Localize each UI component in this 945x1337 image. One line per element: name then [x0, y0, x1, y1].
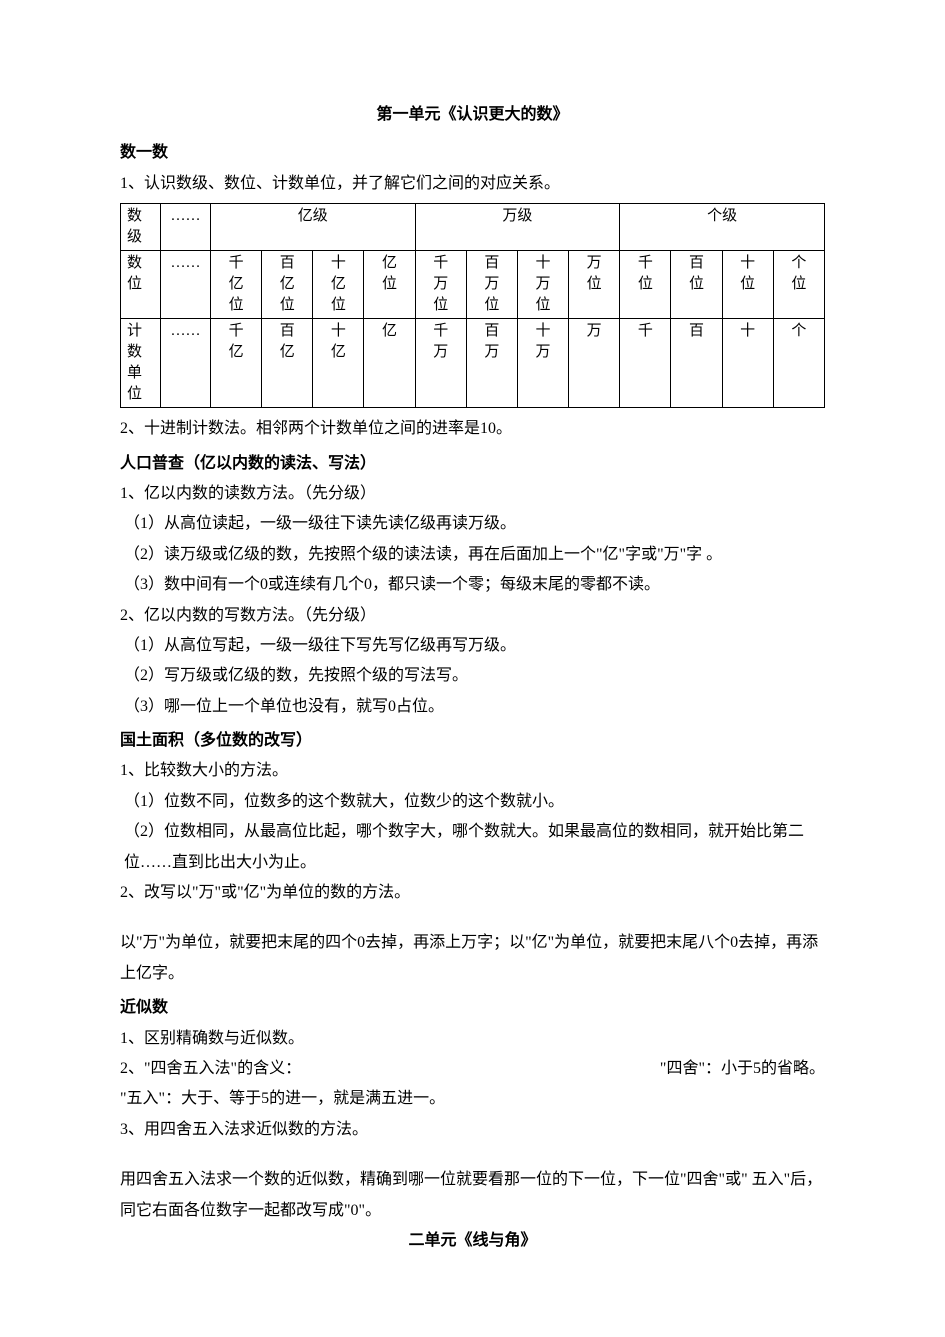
cell-level: 万级	[415, 204, 620, 251]
table-row-level: 数级 …… 亿级 万级 个级	[121, 204, 825, 251]
unit2-title: 二单元《线与角》	[120, 1226, 825, 1256]
cell: 个	[773, 319, 824, 408]
text-line: 用四舍五入法求一个数的近似数，精确到哪一位就要看那一位的下一位，下一位"四舍"或…	[120, 1165, 825, 1226]
cell: 千	[620, 319, 671, 408]
cell: 十	[722, 319, 773, 408]
table-row-position: 数位 …… 千亿位 百亿位 十亿位 亿位 千万位 百万位 十万位 万位 千位 百…	[121, 251, 825, 319]
cell: 百亿位	[262, 251, 313, 319]
text-line: 1、亿以内数的读数方法。（先分级）	[120, 479, 825, 509]
text-line: 2、亿以内数的写数方法。（先分级）	[120, 601, 825, 631]
text-line: 1、比较数大小的方法。	[120, 756, 825, 786]
cell: 十亿	[313, 319, 364, 408]
text-line: （2）读万级或亿级的数，先按照个级的读法读，再在后面加上一个"亿"字或"万"字 …	[120, 540, 825, 570]
text-line: （3）数中间有一个0或连续有几个0，都只读一个零；每级末尾的零都不读。	[120, 570, 825, 600]
section-heading-approx: 近似数	[120, 993, 825, 1023]
text-line: （1）位数不同，位数多的这个数就大，位数少的这个数就小。	[120, 787, 825, 817]
cell: 百位	[671, 251, 722, 319]
cell-ellipsis: ……	[161, 319, 211, 408]
text-span: "四舍"：小于5的省略。	[660, 1054, 825, 1084]
cell: 百	[671, 319, 722, 408]
text-line: （3）哪一位上一个单位也没有，就写0占位。	[120, 692, 825, 722]
cell: 百亿	[262, 319, 313, 408]
cell: 千万	[415, 319, 466, 408]
section-heading-count: 数一数	[120, 138, 825, 168]
cell: 万位	[569, 251, 620, 319]
cell: 百万位	[466, 251, 517, 319]
text-line: （2）写万级或亿级的数，先按照个级的写法写。	[120, 661, 825, 691]
cell: 十亿位	[313, 251, 364, 319]
text-line: 3、用四舍五入法求近似数的方法。	[120, 1115, 825, 1145]
text-line: （2）位数相同，从最高位比起，哪个数字大，哪个数就大。如果最高位的数相同，就开始…	[120, 817, 825, 878]
row-label: 数级	[121, 204, 161, 251]
cell: 千位	[620, 251, 671, 319]
place-value-table: 数级 …… 亿级 万级 个级 数位 …… 千亿位 百亿位 十亿位 亿位 千万位 …	[120, 203, 825, 408]
cell-level: 个级	[620, 204, 825, 251]
row-label: 数位	[121, 251, 161, 319]
text-line: 2、改写以"万"或"亿"为单位的数的方法。	[120, 878, 825, 908]
cell: 万	[569, 319, 620, 408]
unit1-title: 第一单元《认识更大的数》	[120, 100, 825, 130]
cell: 亿	[364, 319, 415, 408]
text-line: （1）从高位写起，一级一级往下写先写亿级再写万级。	[120, 631, 825, 661]
text-line: 2、十进制计数法。相邻两个计数单位之间的进率是10。	[120, 414, 825, 444]
text-span: 2、"四舍五入法"的含义：	[120, 1054, 301, 1084]
cell: 十万	[517, 319, 568, 408]
cell-level: 亿级	[211, 204, 416, 251]
cell: 千亿位	[211, 251, 262, 319]
cell: 个位	[773, 251, 824, 319]
cell-ellipsis: ……	[161, 251, 211, 319]
row-label: 计数单位	[121, 319, 161, 408]
cell: 千万位	[415, 251, 466, 319]
text-line: 2、"四舍五入法"的含义： "四舍"：小于5的省略。	[120, 1054, 825, 1084]
cell-ellipsis: ……	[161, 204, 211, 251]
table-row-unit: 计数单位 …… 千亿 百亿 十亿 亿 千万 百万 十万 万 千 百 十 个	[121, 319, 825, 408]
cell: 千亿	[211, 319, 262, 408]
text-line: 1、认识数级、数位、计数单位，并了解它们之间的对应关系。	[120, 169, 825, 199]
cell: 百万	[466, 319, 517, 408]
cell: 亿位	[364, 251, 415, 319]
text-line: 1、区别精确数与近似数。	[120, 1024, 825, 1054]
text-line: （1）从高位读起，一级一级往下读先读亿级再读万级。	[120, 509, 825, 539]
text-line: "五入"：大于、等于5的进一，就是满五进一。	[120, 1084, 825, 1114]
text-line: 以"万"为单位，就要把末尾的四个0去掉，再添上万字；以"亿"为单位，就要把末尾八…	[120, 928, 825, 989]
section-heading-population: 人口普查（亿以内数的读法、写法）	[120, 449, 825, 479]
cell: 十万位	[517, 251, 568, 319]
section-heading-land: 国土面积（多位数的改写）	[120, 726, 825, 756]
cell: 十位	[722, 251, 773, 319]
